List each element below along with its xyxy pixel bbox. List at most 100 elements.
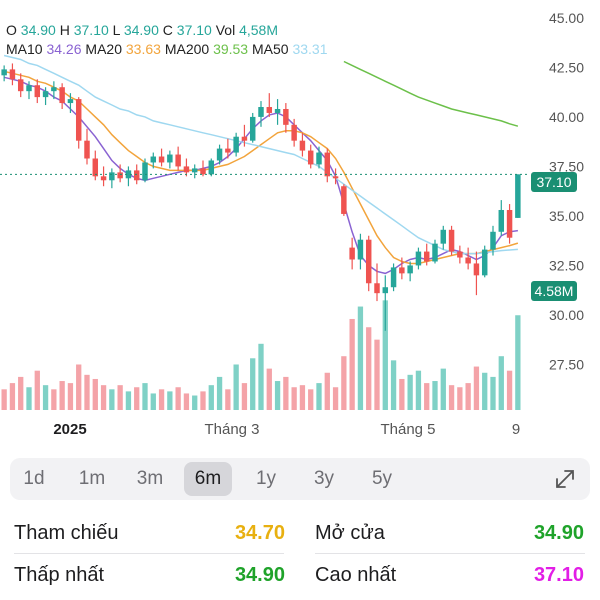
period-3y-button[interactable]: 3y (313, 468, 335, 489)
low-value: 34.90 (123, 22, 159, 38)
chart-svg[interactable]: 45.00 42.50 40.00 37.50 35.00 32.50 30.00 27.50… (0, 0, 600, 445)
volume-bar (299, 385, 306, 410)
candle-body (490, 231, 496, 250)
expand-icon[interactable] (554, 468, 576, 490)
candle-body (109, 172, 115, 181)
candle-body (216, 148, 223, 161)
open-price-value: 34.90 (533, 522, 584, 544)
volume-bar (167, 391, 173, 410)
candle-body (316, 152, 322, 165)
candle-body (34, 85, 41, 98)
volume-bar (374, 339, 380, 410)
price-chart[interactable]: 45.00 42.50 40.00 37.50 35.00 32.50 30.00 27.50… (0, 0, 600, 445)
volume-bar (291, 387, 297, 410)
volume-bar (399, 378, 405, 410)
ma20-label: MA20 (85, 41, 122, 57)
volume-bar (34, 370, 40, 410)
candle-body (473, 263, 480, 276)
volume-bar (51, 389, 57, 410)
ohlc-legend: O 34.90 H 37.10 L 34.90 C 37.10 Vol 4,58… (6, 21, 278, 39)
volume-bar (192, 395, 198, 410)
candle-body (365, 239, 372, 284)
last-price-tag: 37.10 (531, 172, 577, 192)
candle-body (332, 176, 339, 179)
candle-body (158, 156, 165, 163)
candle-body (1, 69, 7, 76)
y-tick-label: 45.00 (549, 10, 584, 26)
stats-divider-left (14, 553, 284, 554)
volume-bar (366, 327, 372, 410)
period-1m-button[interactable]: 1m (78, 468, 106, 489)
volume-bar (390, 360, 397, 410)
volume-bar (498, 356, 504, 410)
period-1d-button[interactable]: 1d (23, 468, 45, 489)
candle-body (415, 251, 422, 266)
period-1y-button[interactable]: 1y (255, 468, 277, 489)
volume-bar (266, 368, 272, 410)
candle-body (9, 69, 16, 80)
candle-body (299, 140, 306, 151)
volume-bar (357, 306, 364, 410)
volume-bar (308, 389, 314, 410)
period-3m-button[interactable]: 3m (136, 468, 164, 489)
volume-bar (490, 376, 496, 410)
volume-bar (274, 381, 281, 410)
candle-body (465, 257, 471, 264)
volume-bar (175, 387, 181, 410)
candle-body (225, 148, 231, 153)
ma10-label: MA10 (6, 41, 43, 57)
candle-body (51, 87, 57, 92)
y-tick-label: 35.00 (549, 208, 584, 224)
open-label: O (6, 22, 17, 38)
period-selector: 1d 1m 3m 6m 1y 3y 5y (10, 458, 590, 500)
candle-body (515, 174, 521, 218)
volume-bar (473, 366, 480, 410)
candle-body (117, 172, 123, 179)
volume-bar (482, 372, 488, 410)
stats-divider-right (315, 553, 585, 554)
period-6m-button[interactable]: 6m (184, 462, 232, 496)
candle-body (498, 209, 505, 232)
candle-body (249, 116, 256, 141)
candle-body (506, 209, 513, 238)
ma-line-ma50 (3, 54, 518, 255)
candle-body (341, 186, 347, 214)
candle-body (258, 107, 264, 117)
volume-bar (415, 370, 422, 410)
candle-body (390, 267, 397, 288)
volume-bar (117, 385, 123, 410)
volume-bar (92, 378, 98, 410)
candle-body (357, 239, 364, 260)
candle-body (125, 170, 132, 179)
y-tick-label: 32.50 (549, 257, 584, 273)
volume-bar (349, 318, 355, 410)
candle-body (183, 166, 190, 173)
volume-bar (142, 383, 148, 410)
volume-bar (76, 364, 82, 410)
high-price-value: 37.10 (533, 564, 584, 586)
candle-body (67, 99, 74, 104)
candle-body (448, 229, 455, 252)
volume-bar (332, 387, 339, 410)
period-5y-button[interactable]: 5y (371, 468, 393, 489)
volume-bar (216, 376, 223, 410)
volume-bar (233, 364, 239, 410)
ma200-value: 39.53 (213, 41, 249, 57)
y-tick-label: 42.50 (549, 59, 584, 75)
close-value: 37.10 (176, 22, 212, 38)
volume-bar (258, 343, 264, 410)
volume-bar (316, 383, 322, 410)
y-tick-label: 27.50 (549, 356, 584, 372)
candle-body (283, 108, 289, 125)
candle-body (167, 154, 173, 163)
candle-body (291, 124, 297, 141)
volume-bar (506, 370, 513, 410)
volume-bar (183, 393, 190, 410)
ref-price-value: 34.70 (234, 522, 285, 544)
volume-bar (100, 385, 107, 410)
volume-bar (150, 393, 156, 410)
candle-body (26, 85, 32, 92)
y-tick-label: 30.00 (549, 307, 584, 323)
low-label: L (112, 22, 120, 38)
ma-line-ma20 (3, 70, 519, 265)
